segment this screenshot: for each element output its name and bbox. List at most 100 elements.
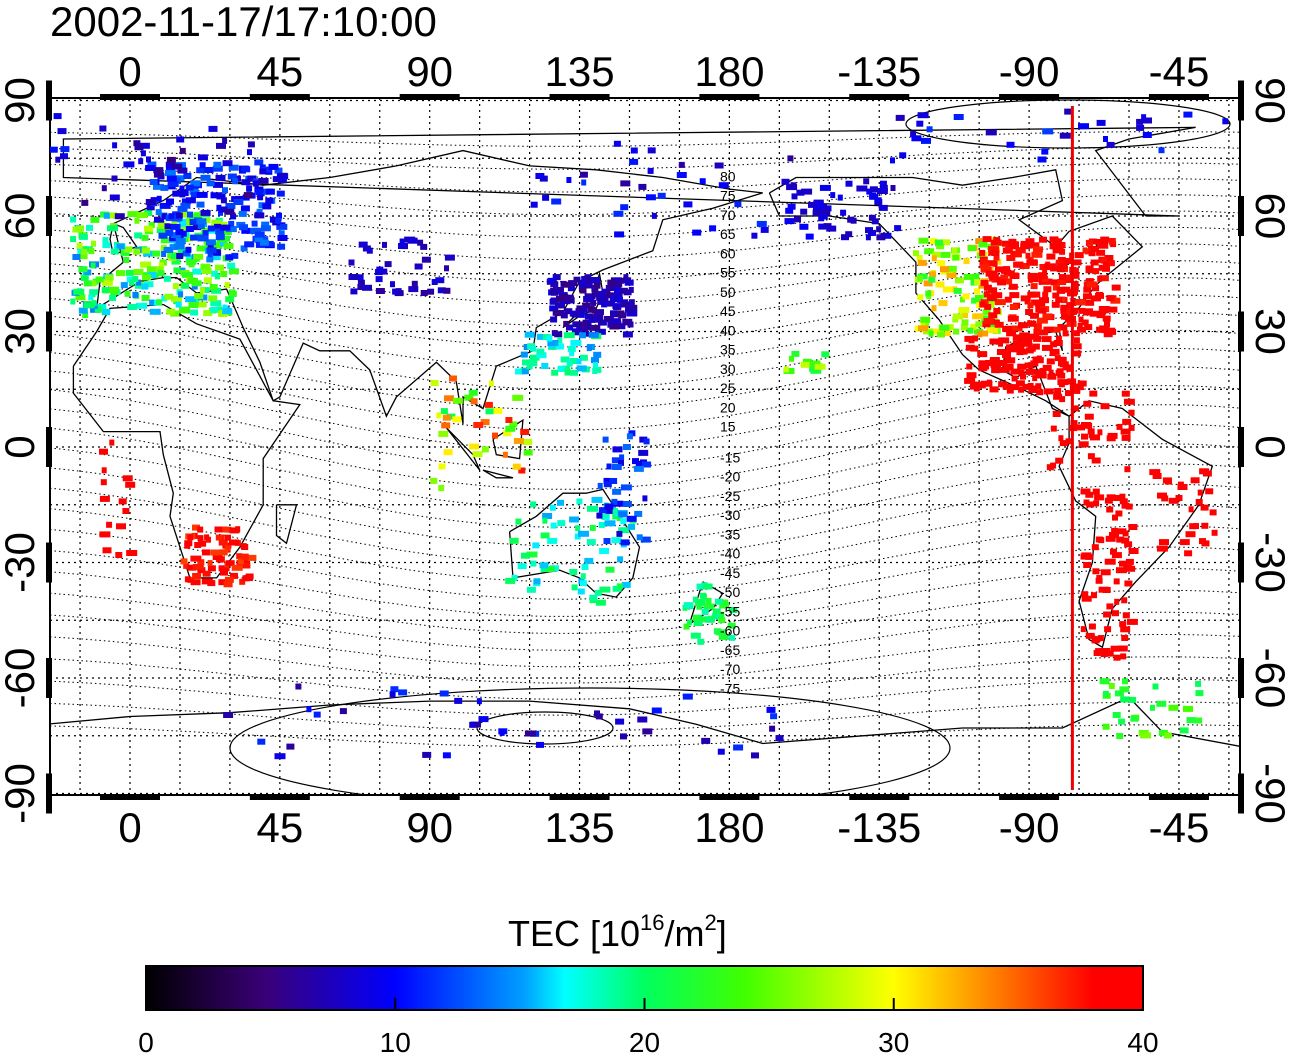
tec-sample	[718, 182, 729, 189]
tec-sample	[101, 467, 107, 474]
tec-sample	[628, 299, 635, 306]
tec-sample	[265, 188, 275, 195]
tec-sample	[167, 181, 179, 187]
tec-sample	[57, 128, 67, 135]
tick-mark	[1238, 427, 1244, 467]
tec-sample	[1009, 304, 1018, 310]
tec-sample	[1062, 364, 1073, 371]
tec-sample	[552, 309, 561, 316]
tec-sample	[1116, 536, 1125, 543]
tec-sample	[1027, 343, 1033, 350]
tec-sample	[78, 266, 88, 273]
tec-sample	[444, 254, 455, 261]
tec-sample	[617, 556, 624, 563]
tec-sample	[1120, 653, 1127, 660]
tec-sample	[966, 363, 973, 370]
tec-sample	[1123, 398, 1135, 405]
contour-line	[50, 724, 1240, 748]
tec-sample	[551, 198, 562, 205]
tec-sample	[1099, 311, 1106, 318]
tec-sample	[727, 622, 736, 629]
tec-sample	[769, 725, 776, 732]
tec-sample	[623, 274, 629, 281]
tec-sample	[268, 163, 279, 170]
tec-sample	[868, 214, 876, 221]
tec-sample	[95, 276, 104, 283]
tec-sample	[176, 253, 184, 259]
tec-sample	[973, 385, 980, 392]
tec-sample	[1033, 323, 1042, 330]
tec-sample	[989, 327, 998, 333]
tec-sample	[464, 394, 474, 401]
tec-sample	[579, 354, 588, 361]
tec-sample	[224, 282, 230, 288]
tick-mark	[1148, 794, 1209, 800]
tec-sample	[177, 167, 188, 174]
tec-sample	[632, 458, 639, 465]
tec-sample	[942, 286, 953, 293]
tec-sample	[225, 254, 234, 261]
tec-sample	[1083, 562, 1092, 568]
tec-sample	[1126, 565, 1136, 572]
tec-sample	[814, 363, 826, 370]
tec-sample	[187, 211, 193, 218]
tec-sample	[1052, 247, 1064, 254]
tec-sample	[995, 308, 1001, 314]
tick-mark	[100, 94, 160, 100]
tec-sample	[587, 505, 598, 512]
contour-label: 15	[720, 419, 736, 435]
tec-sample	[890, 185, 896, 191]
tec-sample	[983, 284, 992, 291]
tec-sample	[166, 156, 176, 163]
tec-sample	[211, 254, 220, 261]
tick-mark	[46, 542, 52, 583]
tick-mark	[46, 311, 52, 352]
tec-sample	[820, 209, 831, 216]
tec-sample	[696, 598, 706, 605]
tec-sample	[1121, 434, 1131, 441]
contour-label: -75	[720, 680, 740, 696]
tec-sample	[561, 281, 572, 288]
tec-sample	[1083, 293, 1092, 300]
tec-sample	[469, 443, 480, 450]
tec-sample	[1061, 313, 1068, 320]
tec-sample	[518, 467, 526, 474]
tec-sample	[1062, 330, 1069, 337]
tec-sample	[1040, 272, 1048, 279]
tec-sample	[787, 203, 796, 210]
tec-sample	[1129, 696, 1137, 703]
tec-sample	[1116, 733, 1124, 739]
tec-sample	[547, 340, 559, 346]
tec-sample	[207, 560, 213, 567]
tec-sample	[188, 277, 198, 284]
tec-sample	[1020, 373, 1026, 380]
latitude-label: 90	[1247, 77, 1292, 124]
tec-sample	[584, 275, 590, 282]
contour-line	[50, 463, 1240, 547]
tec-sample	[620, 301, 629, 308]
tec-sample	[604, 503, 614, 510]
tec-sample	[214, 273, 220, 280]
tec-sample	[1009, 345, 1019, 352]
tec-sample	[530, 501, 537, 508]
tec-sample	[1097, 635, 1104, 642]
tec-sample	[1089, 310, 1101, 317]
tec-sample	[240, 543, 247, 550]
tec-sample	[820, 213, 828, 220]
tec-sample	[931, 305, 937, 312]
tec-sample	[163, 247, 173, 253]
tec-sample	[1119, 560, 1127, 567]
tec-sample	[1102, 690, 1109, 697]
tec-sample	[407, 237, 418, 244]
tec-sample	[880, 232, 892, 239]
tec-sample	[1070, 387, 1081, 394]
tec-sample	[469, 721, 477, 728]
tec-sample	[699, 178, 706, 185]
tec-sample	[454, 697, 463, 704]
tec-sample	[1070, 272, 1080, 279]
contour-label: -55	[720, 603, 740, 619]
tec-sample	[1043, 388, 1054, 395]
tec-sample	[1037, 156, 1047, 163]
latitude-label: 30	[1247, 308, 1292, 355]
tec-sample	[1110, 495, 1121, 501]
